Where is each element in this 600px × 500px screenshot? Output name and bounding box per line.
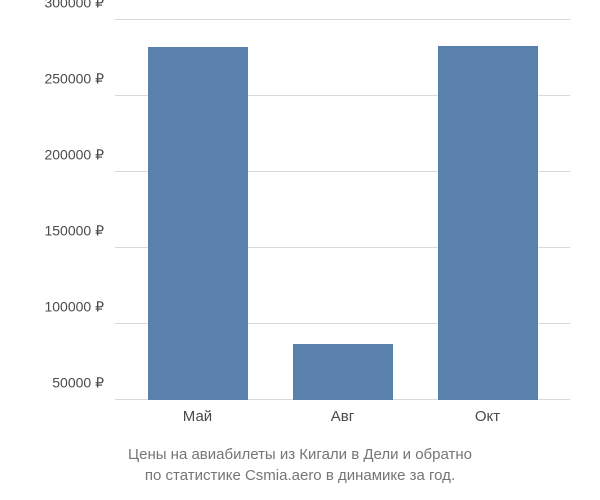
- bar: [148, 47, 248, 400]
- chart-caption: Цены на авиабилеты из Кигали в Дели и об…: [20, 444, 580, 486]
- caption-line-1: Цены на авиабилеты из Кигали в Дели и об…: [128, 446, 472, 463]
- caption-line-2: по статистике Csmia.aero в динамике за г…: [145, 467, 455, 484]
- plot-area: 50000 ₽100000 ₽150000 ₽200000 ₽250000 ₽3…: [20, 20, 580, 400]
- y-tick-label: 100000 ₽: [44, 299, 104, 316]
- y-tick-label: 250000 ₽: [44, 71, 104, 88]
- bars-container: [115, 20, 570, 400]
- price-chart: 50000 ₽ 100000 ₽ 150000 ₽ 200000 ₽ 250000 ₽ 3…: [0, 0, 600, 500]
- y-tick-label: 300000 ₽: [44, 0, 104, 12]
- x-tick-label: Май: [148, 408, 248, 438]
- grid-area: [115, 20, 570, 400]
- bar: [293, 344, 393, 400]
- y-tick-label: 50000 ₽: [52, 375, 104, 392]
- y-tick-label: 200000 ₽: [44, 147, 104, 164]
- x-axis-labels: Май Авг Окт: [115, 408, 570, 438]
- y-axis-labels: 50000 ₽100000 ₽150000 ₽200000 ₽250000 ₽3…: [20, 20, 110, 400]
- bar: [438, 46, 538, 400]
- x-tick-label: Окт: [438, 408, 538, 438]
- x-tick-label: Авг: [293, 408, 393, 438]
- y-tick-label: 150000 ₽: [44, 223, 104, 240]
